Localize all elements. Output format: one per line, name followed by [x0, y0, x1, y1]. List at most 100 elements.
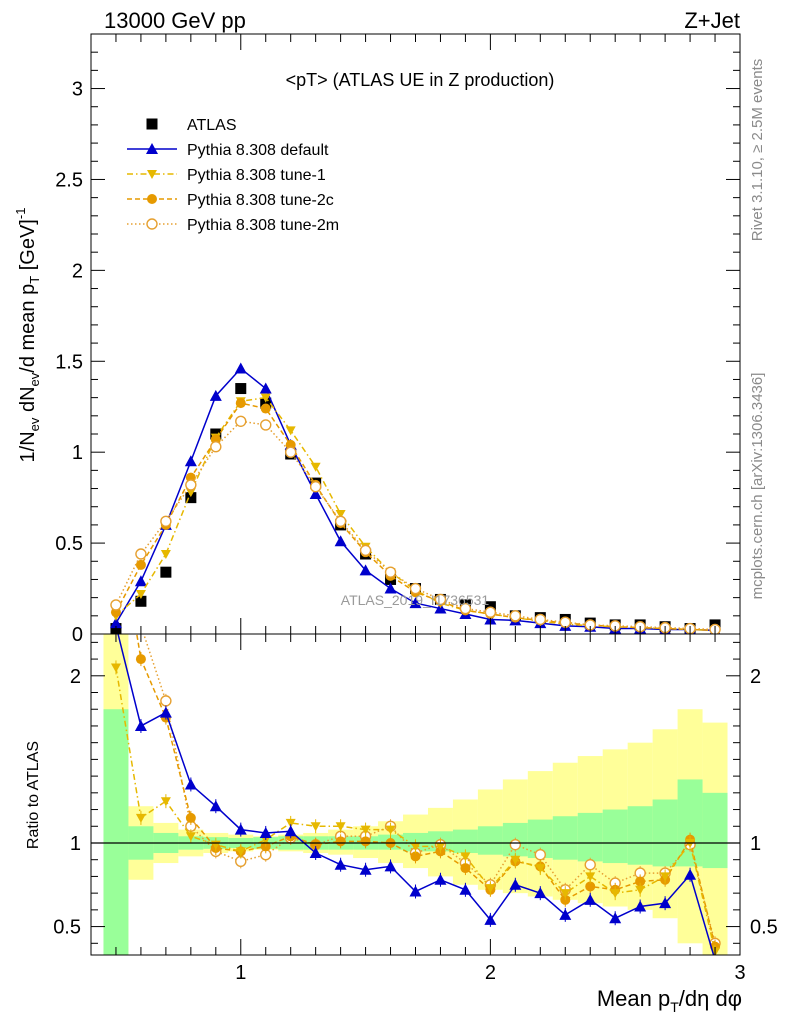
data-point	[384, 566, 397, 578]
band-green-bin	[552, 816, 578, 860]
data-point	[359, 564, 372, 576]
main-y-axis-label: 1/Nev dNev/d mean pT [GeV]-1	[13, 208, 42, 463]
data-point	[185, 488, 196, 498]
ratio-point	[235, 847, 246, 857]
band-green-bin	[627, 806, 653, 865]
ratio-series	[110, 634, 721, 955]
data-point	[135, 548, 147, 560]
ratio-point	[309, 847, 322, 859]
ratio-point	[159, 706, 172, 718]
ratio-point	[559, 908, 572, 920]
data-point	[559, 616, 571, 628]
data-point	[134, 575, 147, 587]
data-point	[359, 544, 372, 557]
data-point	[110, 599, 122, 611]
band-green-bin	[103, 709, 129, 955]
ratio-point	[384, 860, 397, 872]
ratio-y-tick-label: 0.5	[53, 917, 81, 939]
ratio-point	[435, 842, 446, 852]
data-point	[160, 550, 171, 559]
data-point	[459, 602, 472, 615]
ratio-point	[609, 912, 622, 924]
y-tick-label: 1	[72, 442, 83, 464]
ratio-point	[635, 876, 646, 887]
ratio-point	[184, 778, 197, 790]
ratio-point	[409, 885, 422, 897]
ratio-point	[684, 868, 697, 880]
main-title: <pT> (ATLAS UE in Z production)	[286, 70, 555, 90]
ratio-point	[284, 825, 297, 837]
data-point	[210, 441, 222, 453]
ratio-point	[535, 864, 546, 874]
ratio-y-tick-label-right: 2	[750, 666, 761, 688]
ratio-point	[460, 863, 471, 874]
ratio-point	[310, 839, 321, 850]
legend-label: ATLAS	[187, 117, 237, 134]
ratio-point	[585, 872, 596, 882]
ratio-point	[110, 663, 121, 673]
data-point	[534, 613, 547, 626]
ratio-y-tick-label-right: 0.5	[750, 917, 778, 939]
ratio-point	[185, 832, 196, 842]
ratio-point	[509, 838, 522, 851]
ratio-point	[459, 883, 472, 895]
data-point	[235, 398, 246, 409]
legend-marker	[146, 218, 158, 230]
tick-labels: 0 0.5 1 1.5 2 2.5 3 1 2 3 0.5 0.5 1 1 2 2	[53, 79, 778, 984]
y-tick-label: 0.5	[55, 533, 83, 555]
legend-marker	[146, 118, 158, 130]
ratio-point	[359, 863, 372, 875]
legend-label: Pythia 8.308 tune-1	[187, 167, 326, 184]
ratio-point	[134, 719, 147, 731]
legend-marker	[147, 194, 157, 204]
data-point	[160, 515, 172, 527]
ratio-point	[209, 800, 222, 812]
ratio-point	[310, 822, 321, 832]
data-point	[409, 597, 422, 609]
ratio-point	[385, 825, 396, 835]
data-point	[260, 397, 272, 409]
ratio-point	[335, 836, 346, 847]
ratio-point	[635, 885, 646, 895]
ratio-point	[185, 812, 196, 823]
ratio-point	[285, 818, 296, 828]
legend-label: Pythia 8.308 tune-2c	[187, 192, 334, 209]
y-tick-label: 2.5	[55, 169, 83, 191]
ratio-point	[234, 823, 247, 835]
ratio-point	[634, 900, 647, 912]
data-point	[334, 535, 347, 547]
data-point	[260, 403, 271, 414]
ratio-point	[160, 695, 172, 707]
ratio-point	[410, 842, 421, 852]
band-green-bin	[677, 779, 703, 867]
data-point	[209, 389, 222, 401]
watermark: ATLAS_2019_I1736531	[341, 592, 490, 608]
legend-marker	[147, 170, 157, 179]
data-point	[135, 595, 147, 607]
band-green-bin	[702, 792, 728, 869]
ratio-point	[659, 897, 672, 909]
data-point	[185, 479, 197, 491]
header-left: 13000 GeV pp	[104, 8, 246, 33]
ratio-point	[434, 873, 447, 885]
ratio-point	[610, 889, 621, 899]
ratio-point	[335, 822, 346, 832]
ratio-point	[510, 855, 521, 865]
legend-label: Pythia 8.308 tune-2m	[187, 217, 339, 234]
ratio-point	[360, 825, 371, 835]
ratio-point	[534, 887, 547, 899]
ratio-point	[460, 852, 471, 862]
data-point	[185, 492, 197, 504]
rivet-label: Rivet 3.1.10, ≥ 2.5M events	[749, 59, 766, 242]
ratio-point	[560, 889, 571, 899]
ratio-point	[509, 878, 522, 890]
data-point	[434, 593, 447, 606]
ratio-point	[585, 881, 596, 892]
data-point	[234, 362, 247, 374]
ratio-y-tick-label: 1	[70, 833, 81, 855]
data-point	[309, 481, 322, 493]
ratio-point	[534, 848, 547, 861]
ratio-point	[485, 884, 496, 894]
data-point	[160, 566, 172, 578]
data-point	[309, 488, 322, 499]
